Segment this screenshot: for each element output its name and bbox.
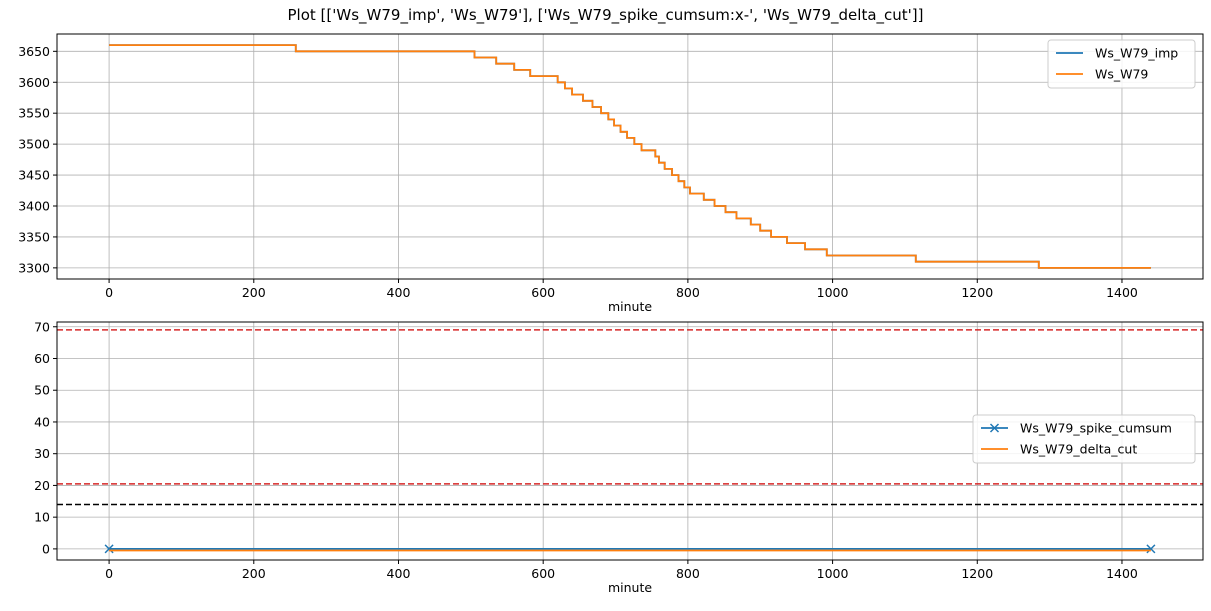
y-tick-label: 3600	[18, 75, 50, 90]
y-tick-label: 3450	[18, 168, 50, 183]
series-line-Ws_W79	[109, 44, 1151, 269]
legend-box	[1047, 39, 1196, 89]
x-axis-label: minute	[608, 580, 652, 595]
x-tick-label: 1000	[817, 566, 849, 581]
series-marker-0	[104, 544, 114, 554]
bottom-panel: 0 200 400 600 800 1000 1200 1400 0 10 20 30 40 50 60 70…	[34, 319, 1204, 595]
y-tick-label: 50	[34, 383, 50, 398]
legend-label: Ws_W79_delta_cut	[1020, 442, 1137, 457]
y-tick-label: 3650	[18, 44, 50, 59]
x-tick-label: 600	[531, 566, 555, 581]
y-tick-label: 3550	[18, 106, 50, 121]
y-tick-label: 3300	[18, 260, 50, 275]
y-tick-label: 0	[42, 541, 50, 556]
x-tick-label: 800	[676, 285, 700, 300]
axes-frame	[56, 33, 1204, 280]
top-panel: 0 200 400 600 800 1000 1200 1400 3300 3350 3400 345…	[18, 33, 1204, 314]
y-tick-label: 10	[34, 510, 50, 525]
x-tick-label: 200	[242, 566, 266, 581]
y-tick-label: 30	[34, 446, 50, 461]
legend-label: Ws_W79	[1095, 67, 1148, 82]
x-tick-label: 0	[105, 566, 113, 581]
figure-title: Plot [['Ws_W79_imp', 'Ws_W79'], ['Ws_W79…	[287, 6, 924, 24]
x-tick-label: 0	[105, 285, 113, 300]
y-tick-label: 40	[34, 414, 50, 429]
y-tick-label: 3350	[18, 229, 50, 244]
x-tick-label: 1000	[817, 285, 849, 300]
legend-label: Ws_W79_spike_cumsum	[1020, 421, 1172, 436]
x-tick-label: 1400	[1106, 285, 1138, 300]
y-tick-label: 60	[34, 351, 50, 366]
legend-label: Ws_W79_imp	[1095, 46, 1178, 61]
x-axis-label: minute	[608, 299, 652, 314]
series-line-Ws_W79_imp	[109, 44, 1151, 269]
legend-marker	[989, 423, 1000, 433]
x-tick-label: 600	[531, 285, 555, 300]
x-tick-label: 400	[387, 285, 411, 300]
y-tick-label: 70	[34, 319, 50, 334]
x-tick-label: 200	[242, 285, 266, 300]
x-tick-label: 1200	[961, 566, 993, 581]
axes-frame	[56, 321, 1204, 561]
series-marker-1	[1146, 544, 1156, 554]
legend-box	[972, 414, 1196, 464]
x-tick-label: 800	[676, 566, 700, 581]
y-tick-label: 3400	[18, 198, 50, 213]
x-tick-label: 1200	[961, 285, 993, 300]
y-tick-label: 20	[34, 478, 50, 493]
y-tick-label: 3500	[18, 137, 50, 152]
x-tick-label: 1400	[1106, 566, 1138, 581]
x-tick-label: 400	[387, 566, 411, 581]
